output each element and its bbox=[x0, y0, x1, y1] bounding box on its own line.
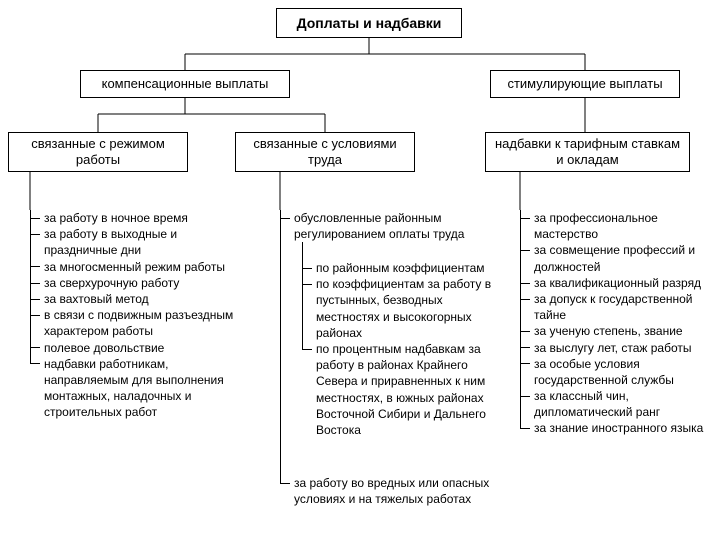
level2-tariff-label: надбавки к тарифным ставкам и окладам bbox=[494, 136, 681, 167]
list-tariff-item: за допуск к государственной тайне bbox=[520, 291, 715, 323]
level1-stim: стимулирующие выплаты bbox=[490, 70, 680, 98]
list-mode-item: за работу в выходные и праздничные дни bbox=[30, 226, 245, 258]
list-cond-sub-item: по коэффициентам за работу в пустынных, … bbox=[302, 276, 497, 341]
list-tariff: за профессиональное мастерствоза совмеще… bbox=[520, 210, 715, 437]
list-cond-tail-item: за работу во вредных или опасных условия… bbox=[280, 475, 495, 507]
list-tariff-item: за особые условия государственной службы bbox=[520, 356, 715, 388]
root-box: Доплаты и надбавки bbox=[276, 8, 462, 38]
level2-tariff: надбавки к тарифным ставкам и окладам bbox=[485, 132, 690, 172]
root-label: Доплаты и надбавки bbox=[297, 15, 442, 32]
list-mode-item: за работу в ночное время bbox=[30, 210, 245, 226]
list-cond-sub-item: по процентным надбавкам за работу в райо… bbox=[302, 341, 497, 438]
list-mode-item: за многосменный режим работы bbox=[30, 259, 245, 275]
list-mode-item: полевое довольствие bbox=[30, 340, 245, 356]
list-mode-item: за сверхурочную работу bbox=[30, 275, 245, 291]
level2-mode: связанные с режимом работы bbox=[8, 132, 188, 172]
list-tariff-item: за классный чин, дипломатический ранг bbox=[520, 388, 715, 420]
list-cond-primary-item: обусловленные районным регулированием оп… bbox=[280, 210, 490, 242]
list-cond-primary: обусловленные районным регулированием оп… bbox=[280, 210, 490, 242]
list-mode-item: надбавки работникам, направляемым для вы… bbox=[30, 356, 245, 421]
level1-comp: компенсационные выплаты bbox=[80, 70, 290, 98]
list-tariff-item: за квалификационный разряд bbox=[520, 275, 715, 291]
list-tariff-item: за профессиональное мастерство bbox=[520, 210, 715, 242]
level2-cond-label: связанные с условиями труда bbox=[244, 136, 406, 167]
list-cond-sub: по районным коэффициентампо коэффициента… bbox=[302, 260, 497, 438]
level1-stim-label: стимулирующие выплаты bbox=[507, 76, 662, 92]
list-tariff-item: за совмещение профессий и должностей bbox=[520, 242, 715, 274]
list-tariff-item: за выслугу лет, стаж работы bbox=[520, 340, 715, 356]
level1-comp-label: компенсационные выплаты bbox=[102, 76, 269, 92]
list-mode: за работу в ночное времяза работу в выхо… bbox=[30, 210, 245, 420]
list-cond-primary-vline bbox=[280, 210, 281, 483]
level2-cond: связанные с условиями труда bbox=[235, 132, 415, 172]
list-cond-sub-stem bbox=[302, 242, 303, 260]
list-mode-item: за вахтовый метод bbox=[30, 291, 245, 307]
list-mode-item: в связи с подвижным разъездным характеро… bbox=[30, 307, 245, 339]
list-tariff-item: за ученую степень, звание bbox=[520, 323, 715, 339]
list-tariff-item: за знание иностранного языка bbox=[520, 420, 715, 436]
level2-mode-label: связанные с режимом работы bbox=[17, 136, 179, 167]
list-cond-tail: за работу во вредных или опасных условия… bbox=[280, 475, 495, 507]
list-cond-sub-item: по районным коэффициентам bbox=[302, 260, 497, 276]
